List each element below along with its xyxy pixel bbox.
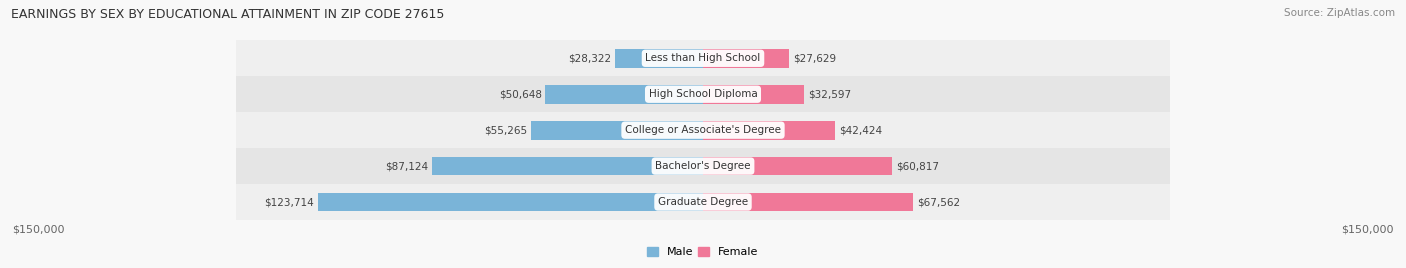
Bar <box>236 184 1170 220</box>
Bar <box>236 112 1170 148</box>
Text: $27,629: $27,629 <box>793 53 835 63</box>
Text: $50,648: $50,648 <box>499 89 541 99</box>
Text: $42,424: $42,424 <box>839 125 882 135</box>
Bar <box>236 148 1170 184</box>
Bar <box>703 157 893 176</box>
Bar <box>703 49 789 68</box>
Text: $150,000: $150,000 <box>13 224 65 234</box>
Text: $67,562: $67,562 <box>917 197 960 207</box>
Text: Bachelor's Degree: Bachelor's Degree <box>655 161 751 171</box>
Text: $87,124: $87,124 <box>385 161 427 171</box>
Bar <box>531 121 703 140</box>
Text: Graduate Degree: Graduate Degree <box>658 197 748 207</box>
Bar <box>432 157 703 176</box>
Text: Source: ZipAtlas.com: Source: ZipAtlas.com <box>1284 8 1395 18</box>
Bar <box>703 193 914 211</box>
Text: $55,265: $55,265 <box>484 125 527 135</box>
Text: Less than High School: Less than High School <box>645 53 761 63</box>
Bar <box>614 49 703 68</box>
Text: High School Diploma: High School Diploma <box>648 89 758 99</box>
Bar <box>236 76 1170 112</box>
Text: $28,322: $28,322 <box>568 53 612 63</box>
Bar <box>236 40 1170 76</box>
Text: $150,000: $150,000 <box>1341 224 1393 234</box>
Bar <box>703 121 835 140</box>
Bar <box>318 193 703 211</box>
Bar <box>703 85 804 103</box>
Text: College or Associate's Degree: College or Associate's Degree <box>626 125 780 135</box>
Text: $60,817: $60,817 <box>896 161 939 171</box>
Bar <box>546 85 703 103</box>
Legend: Male, Female: Male, Female <box>643 243 763 262</box>
Text: $123,714: $123,714 <box>264 197 315 207</box>
Text: $32,597: $32,597 <box>808 89 851 99</box>
Text: EARNINGS BY SEX BY EDUCATIONAL ATTAINMENT IN ZIP CODE 27615: EARNINGS BY SEX BY EDUCATIONAL ATTAINMEN… <box>11 8 444 21</box>
